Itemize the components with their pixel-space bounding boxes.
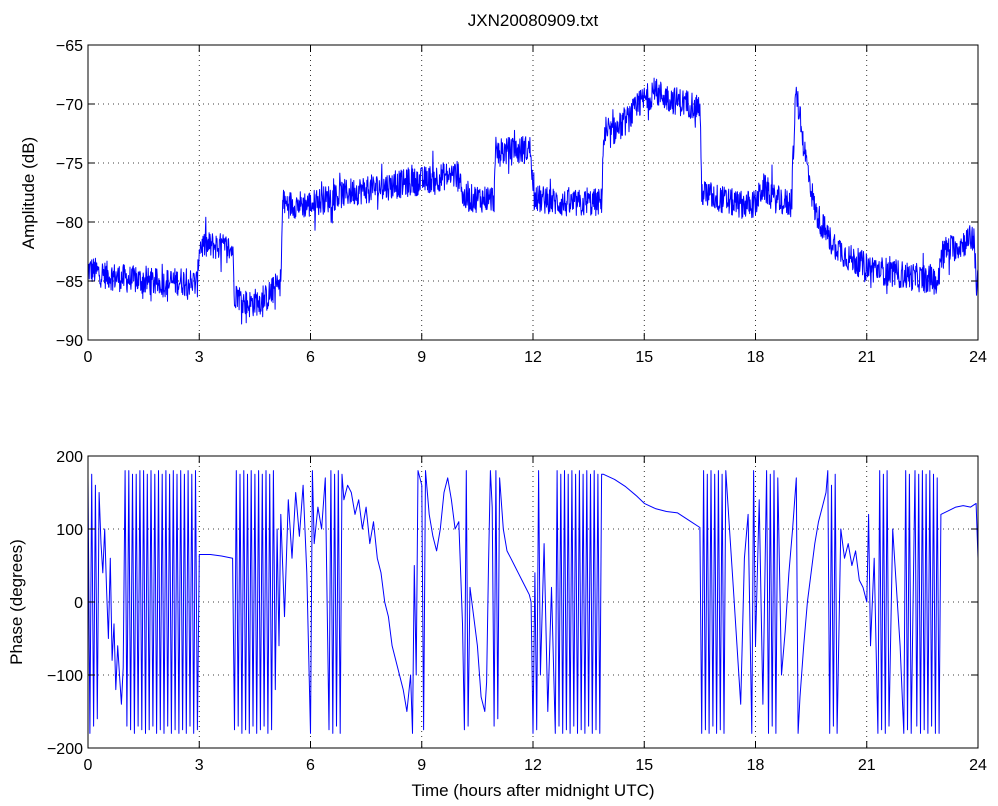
phase-y-tick-label: 200 xyxy=(56,449,83,466)
amplitude-series-line xyxy=(87,77,979,325)
phase-x-tick-label: 9 xyxy=(417,757,426,774)
amplitude-plot: 0 3 6 9 12 15 18 21 24 −90 −85 −80 −75 −70 −65 xyxy=(56,38,987,366)
phase-x-tick-label: 0 xyxy=(84,757,93,774)
amplitude-y-tick-label: −75 xyxy=(56,156,83,173)
amplitude-y-axis-label: Amplitude (dB) xyxy=(19,137,38,249)
phase-series-line xyxy=(87,470,979,734)
amplitude-y-tick-label: −80 xyxy=(56,215,83,232)
amplitude-x-tick-label: 15 xyxy=(635,349,653,366)
phase-y-tick-label: −200 xyxy=(47,741,83,758)
phase-x-tick-label: 24 xyxy=(969,757,987,774)
amplitude-y-tick-label: −90 xyxy=(56,333,83,350)
phase-y-tick-label: −100 xyxy=(47,668,83,685)
phase-x-tick-label: 12 xyxy=(524,757,542,774)
amplitude-y-tick-label: −70 xyxy=(56,97,83,114)
phase-plot: 0 3 6 9 12 15 18 21 24 −200 −100 0 100 200 xyxy=(47,449,987,774)
amplitude-x-tick-label: 24 xyxy=(969,349,987,366)
amplitude-x-tick-label: 3 xyxy=(195,349,204,366)
phase-y-tick-label: 100 xyxy=(56,522,83,539)
phase-x-tick-label: 21 xyxy=(858,757,876,774)
amplitude-x-tick-label: 6 xyxy=(306,349,315,366)
amplitude-x-tick-label: 21 xyxy=(858,349,876,366)
amplitude-x-tick-label: 18 xyxy=(747,349,765,366)
x-axis-label: Time (hours after midnight UTC) xyxy=(411,781,654,800)
phase-x-tick-label: 18 xyxy=(747,757,765,774)
phase-x-tick-label: 6 xyxy=(306,757,315,774)
amplitude-x-tick-label: 0 xyxy=(84,349,93,366)
phase-y-axis-label: Phase (degrees) xyxy=(7,539,26,665)
amplitude-y-tick-label: −85 xyxy=(56,274,83,291)
phase-x-tick-label: 3 xyxy=(195,757,204,774)
chart-title: JXN20080909.txt xyxy=(468,11,599,30)
amplitude-x-tick-label: 9 xyxy=(417,349,426,366)
phase-y-tick-label: 0 xyxy=(74,595,83,612)
amplitude-y-tick-label: −65 xyxy=(56,38,83,55)
amplitude-x-tick-label: 12 xyxy=(524,349,542,366)
phase-x-tick-label: 15 xyxy=(635,757,653,774)
